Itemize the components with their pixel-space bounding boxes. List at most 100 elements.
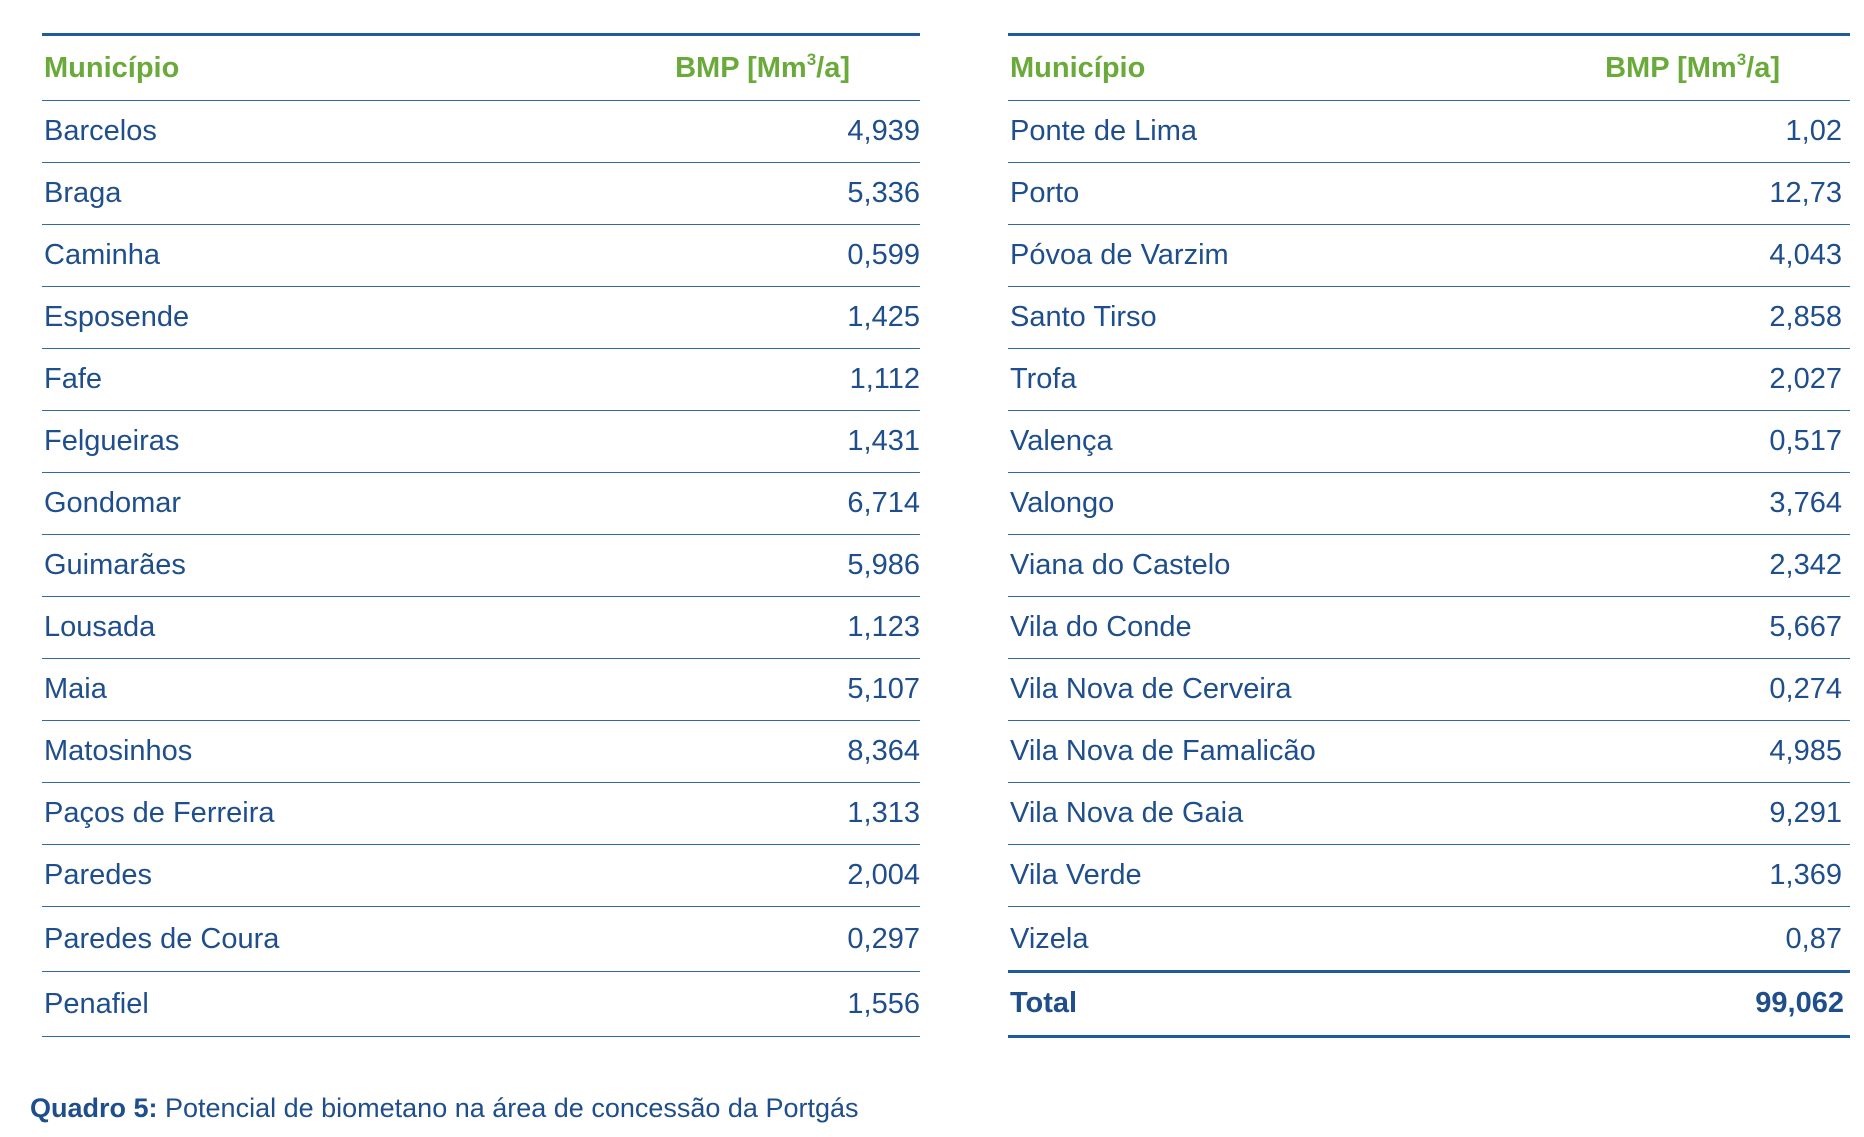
municipio-name: Fafe: [44, 363, 103, 395]
municipio-name: Vila do Conde: [1010, 611, 1192, 643]
table-body: Barcelos 4,939 Braga 5,336 Caminha 0,599 Es…: [42, 101, 920, 1037]
total-value: 99,062: [1755, 987, 1844, 1019]
bmp-value: 5,107: [847, 673, 920, 705]
table-row: Esposende 1,425: [42, 287, 920, 349]
bmp-value: 3,764: [1769, 487, 1842, 519]
bmp-value: 4,985: [1769, 735, 1842, 767]
table-row: Lousada 1,123: [42, 597, 920, 659]
municipio-name: Vila Verde: [1010, 859, 1142, 891]
table-row: Paços de Ferreira 1,313: [42, 783, 920, 845]
table-row: Santo Tirso 2,858: [1008, 287, 1850, 349]
table-row: Vila Nova de Cerveira 0,274: [1008, 659, 1850, 721]
right-table: Município BMP [Mm3/a] Ponte de Lima 1,02 …: [1008, 33, 1850, 1038]
table-row: Matosinhos 8,364: [42, 721, 920, 783]
table-row: Porto 12,73: [1008, 163, 1850, 225]
municipio-name: Braga: [44, 177, 122, 209]
municipio-name: Trofa: [1010, 363, 1077, 395]
bmp-value: 8,364: [847, 735, 920, 767]
bmp-value: 6,714: [847, 487, 920, 519]
table-row: Paredes 2,004: [42, 845, 920, 907]
bmp-value: 1,425: [847, 301, 920, 333]
caption-label: Quadro 5:: [30, 1093, 158, 1123]
table-row: Braga 5,336: [42, 163, 920, 225]
municipio-name: Maia: [44, 673, 107, 705]
municipio-name: Vila Nova de Famalicão: [1010, 735, 1316, 767]
bmp-value: 1,431: [847, 425, 920, 457]
bmp-value: 2,004: [847, 859, 920, 891]
bmp-value: 1,02: [1785, 115, 1842, 147]
bmp-value: 12,73: [1769, 177, 1842, 209]
municipio-name: Barcelos: [44, 115, 157, 147]
bmp-value: 5,336: [847, 177, 920, 209]
municipio-name: Paredes: [44, 859, 153, 891]
municipio-name: Vila Nova de Gaia: [1010, 797, 1244, 829]
column-header-municipio: Município: [44, 51, 180, 84]
table-row: Viana do Castelo 2,342: [1008, 535, 1850, 597]
table-caption: Quadro 5: Potencial de biometano na área…: [30, 1093, 859, 1124]
table-header: Município BMP [Mm3/a]: [42, 36, 920, 101]
municipio-name: Esposende: [44, 301, 190, 333]
bmp-value: 0,87: [1785, 922, 1842, 955]
table-row: Ponte de Lima 1,02: [1008, 101, 1850, 163]
bmp-value: 0,274: [1769, 673, 1842, 705]
municipio-name: Viana do Castelo: [1010, 549, 1231, 581]
left-table: Município BMP [Mm3/a] Barcelos 4,939 Brag…: [42, 33, 920, 1037]
bmp-value: 5,986: [847, 549, 920, 581]
municipio-name: Santo Tirso: [1010, 301, 1157, 333]
table-row: Vila Nova de Famalicão 4,985: [1008, 721, 1850, 783]
column-header-bmp: BMP [Mm3/a]: [1605, 49, 1780, 84]
table-row: Vila do Conde 5,667: [1008, 597, 1850, 659]
caption-text: Potencial de biometano na área de conces…: [157, 1093, 859, 1123]
bmp-value: 2,858: [1769, 301, 1842, 333]
table-row: Fafe 1,112: [42, 349, 920, 411]
table-row: Guimarães 5,986: [42, 535, 920, 597]
bmp-value: 2,027: [1769, 363, 1842, 395]
table-row: Barcelos 4,939: [42, 101, 920, 163]
municipio-name: Gondomar: [44, 487, 182, 519]
bmp-value: 4,043: [1769, 239, 1842, 271]
municipio-name: Póvoa de Varzim: [1010, 239, 1229, 271]
table-row: Vizela 0,87: [1008, 907, 1850, 971]
table-row: Gondomar 6,714: [42, 473, 920, 535]
municipio-name: Vizela: [1010, 922, 1089, 955]
municipio-name: Porto: [1010, 177, 1080, 209]
bmp-value: 1,369: [1769, 859, 1842, 891]
municipio-name: Paços de Ferreira: [44, 797, 275, 829]
bmp-value: 2,342: [1769, 549, 1842, 581]
municipio-name: Felgueiras: [44, 425, 180, 457]
municipio-name: Guimarães: [44, 549, 186, 581]
municipio-name: Vila Nova de Cerveira: [1010, 673, 1292, 705]
total-label: Total: [1010, 987, 1078, 1019]
top-rule: [1008, 33, 1850, 36]
table-header: Município BMP [Mm3/a]: [1008, 36, 1850, 101]
top-rule: [42, 33, 920, 36]
bmp-value: 4,939: [847, 115, 920, 147]
table-row: Felgueiras 1,431: [42, 411, 920, 473]
municipio-name: Valongo: [1010, 487, 1115, 519]
table-row: Paredes de Coura 0,297: [42, 907, 920, 972]
bmp-value: 0,599: [847, 239, 920, 271]
municipio-name: Penafiel: [44, 987, 149, 1020]
bmp-value: 5,667: [1769, 611, 1842, 643]
bmp-value: 1,112: [849, 363, 920, 395]
table-row: Póvoa de Varzim 4,043: [1008, 225, 1850, 287]
table-row: Penafiel 1,556: [42, 972, 920, 1037]
table-body: Ponte de Lima 1,02 Porto 12,73 Póvoa de Va…: [1008, 101, 1850, 971]
total-row: Total 99,062: [1008, 969, 1850, 1038]
table-row: Maia 5,107: [42, 659, 920, 721]
bmp-value: 1,123: [847, 611, 920, 643]
bmp-value: 1,556: [847, 987, 920, 1020]
table-row: Valongo 3,764: [1008, 473, 1850, 535]
table-row: Caminha 0,599: [42, 225, 920, 287]
table-row: Trofa 2,027: [1008, 349, 1850, 411]
table-row: Vila Nova de Gaia 9,291: [1008, 783, 1850, 845]
table-row: Valença 0,517: [1008, 411, 1850, 473]
bmp-value: 1,313: [847, 797, 920, 829]
table-row: Vila Verde 1,369: [1008, 845, 1850, 907]
municipio-name: Valença: [1010, 425, 1113, 457]
column-header-municipio: Município: [1010, 51, 1146, 84]
municipio-name: Caminha: [44, 239, 161, 271]
bmp-value: 0,517: [1769, 425, 1842, 457]
municipio-name: Matosinhos: [44, 735, 193, 767]
bmp-value: 0,297: [847, 922, 920, 955]
